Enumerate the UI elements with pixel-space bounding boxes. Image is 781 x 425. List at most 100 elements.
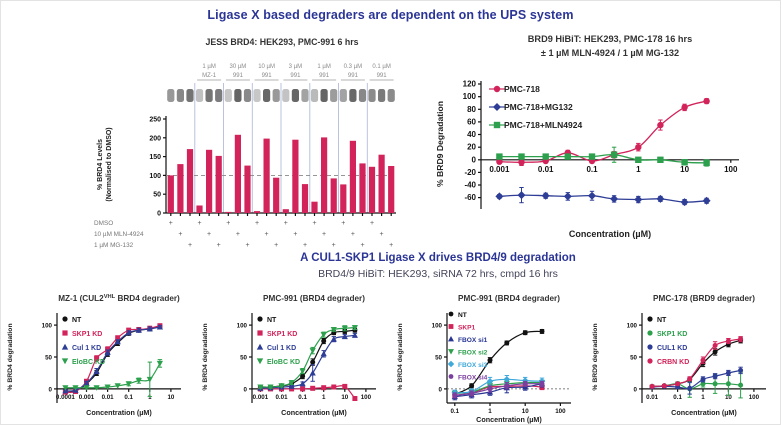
data-point	[61, 358, 69, 365]
data-point	[680, 198, 689, 207]
y-axis-title: % BRD4 degradation	[202, 323, 209, 390]
data-point	[61, 343, 69, 350]
data-point	[712, 343, 718, 348]
svg-text:100: 100	[42, 323, 53, 330]
legend-label: SKP1 KD	[657, 331, 687, 338]
data-point	[738, 367, 744, 373]
data-point	[634, 195, 643, 204]
svg-text:0.001: 0.001	[79, 394, 95, 401]
data-point	[146, 376, 153, 383]
data-point	[522, 330, 528, 336]
svg-text:+: +	[197, 220, 201, 227]
svg-text:0.1: 0.1	[673, 394, 682, 401]
svg-text:+: +	[322, 231, 326, 238]
data-point	[257, 330, 263, 336]
data-point	[610, 151, 618, 158]
data-point	[83, 380, 90, 386]
data-point	[320, 332, 327, 338]
svg-text:991: 991	[233, 73, 244, 79]
legend-label: FBOX si4	[458, 374, 488, 381]
data-point	[341, 333, 348, 340]
svg-text:250: 250	[149, 117, 161, 124]
svg-text:0.01: 0.01	[538, 165, 554, 174]
data-point	[115, 335, 121, 341]
data-point	[330, 327, 337, 333]
western-blot-bands	[167, 89, 395, 102]
panel-title: PMC-991 (BRD4 degrader)	[458, 294, 560, 303]
data-point	[675, 381, 681, 387]
svg-text:100: 100	[463, 92, 477, 101]
data-point	[647, 358, 653, 364]
bar	[196, 205, 203, 213]
data-point	[504, 340, 510, 346]
y-axis: 120 100 80 60 40 20 0 -20 -40 -60	[463, 80, 482, 209]
data-point	[700, 381, 706, 387]
svg-text:200: 200	[149, 135, 161, 142]
svg-text:0.1: 0.1	[298, 394, 307, 401]
svg-text:1: 1	[636, 165, 641, 174]
svg-text:50: 50	[45, 355, 52, 362]
data-point	[496, 158, 503, 165]
data-point	[331, 384, 337, 390]
panel-title: PMC-178 (BRD9 degrader)	[653, 294, 755, 303]
data-point	[703, 159, 710, 167]
legend-label: EloBC KD	[267, 359, 300, 366]
svg-text:0: 0	[49, 386, 53, 393]
data-point	[351, 332, 358, 338]
data-point	[310, 385, 316, 391]
pmc991-sirna-dose-chart: PMC-991 (BRD4 degrader) 0 50 100 0.1 1 10 100 NT…	[397, 294, 571, 424]
y-axis-title: % BRD9 degradation	[592, 323, 599, 390]
panel-title: BRD9 HiBiT: HEK293, PMC-178 16 hrs	[528, 34, 692, 44]
bar	[311, 201, 318, 213]
legend-label: FBOX si1	[458, 337, 488, 344]
panel-title: MZ-1 (CUL2VHL BRD4 degrader)	[58, 294, 180, 303]
bar	[340, 184, 347, 213]
svg-text:MZ-1: MZ-1	[202, 73, 217, 79]
legend-label: Cul 1 KD	[72, 345, 101, 352]
data-point	[288, 380, 295, 386]
data-point	[448, 311, 454, 317]
svg-text:1: 1	[701, 394, 705, 401]
treatment-matrix: DMSO + + + + + + + +10 µM MLN-4924 + + + + + + + +1 µM M…	[94, 220, 393, 249]
data-point	[649, 383, 655, 389]
data-point	[278, 383, 285, 389]
bar	[244, 165, 251, 213]
x-axis-title: Concentration (µM)	[281, 408, 347, 417]
legend-label: CUL1 KD	[657, 345, 687, 352]
data-point	[321, 338, 327, 344]
pmc178-dose-chart: PMC-178 (BRD9 degrader) 0 50 100 0.01 0.1 1 10 1…	[592, 294, 766, 417]
data-point	[564, 153, 571, 160]
svg-text:100: 100	[724, 165, 738, 174]
data-point	[256, 358, 264, 365]
data-point	[135, 327, 142, 333]
data-point	[125, 329, 132, 336]
data-point	[522, 381, 528, 387]
data-point	[635, 156, 642, 163]
svg-text:+: +	[370, 220, 374, 227]
data-point	[588, 191, 596, 200]
data-point	[518, 159, 525, 166]
data-point	[83, 385, 90, 391]
data-point	[448, 374, 454, 379]
section-title: A CUL1-SKP1 Ligase X drives BRD4/9 degra…	[300, 252, 576, 264]
svg-text:1: 1	[148, 394, 152, 401]
data-point	[541, 191, 550, 200]
svg-text:30 µM: 30 µM	[230, 64, 247, 70]
y-axis-title: % BRD4 Levels	[97, 139, 104, 190]
svg-text:0: 0	[472, 155, 477, 164]
svg-text:10 µM: 10 µM	[258, 64, 275, 70]
data-point	[542, 153, 549, 160]
svg-text:0.001: 0.001	[253, 394, 269, 401]
svg-text:+: +	[274, 242, 278, 249]
svg-text:991: 991	[262, 73, 273, 79]
svg-text:0.1 µM: 0.1 µM	[372, 64, 390, 70]
bar	[368, 166, 376, 213]
brd9-hibit-dose-chart: BRD9 HiBiT: HEK293, PMC-178 16 hrs ± 1 µM…	[435, 34, 739, 239]
legend: PMC-718 PMC-718+MG132 PMC-718+MLN4924	[489, 84, 582, 130]
bar	[330, 178, 337, 213]
legend-label: SKP1 KD	[72, 331, 102, 338]
x-axis-title: Concentration (µM)	[476, 415, 542, 424]
data-point	[256, 343, 264, 350]
bar	[234, 134, 241, 213]
data-point	[448, 349, 454, 355]
